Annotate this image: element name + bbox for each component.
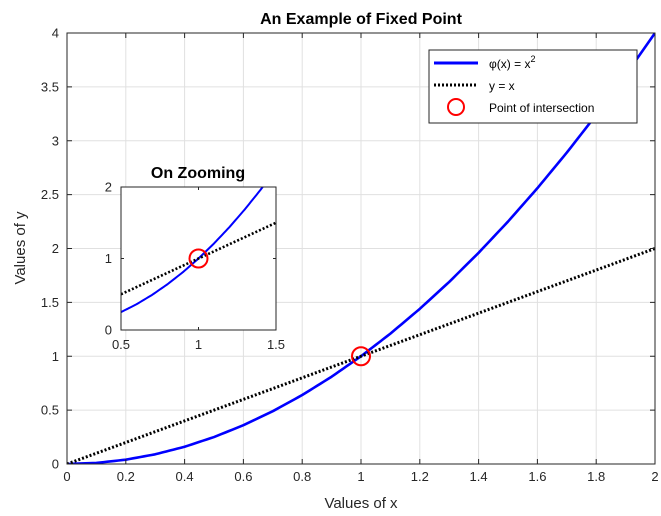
inset-x-tick-label: 0.5 xyxy=(112,337,130,352)
main-x-tick-label: 0.4 xyxy=(176,469,194,484)
inset-x-tick-label: 1 xyxy=(195,337,202,352)
legend-entry-parabola-base: φ(x) = x xyxy=(489,57,530,71)
main-y-tick-label: 0 xyxy=(52,457,59,472)
main-x-tick-label: 0.8 xyxy=(293,469,311,484)
inset-y-tick-label: 0 xyxy=(105,323,112,338)
main-y-tick-label: 2.5 xyxy=(41,187,59,202)
main-y-tick-label: 0.5 xyxy=(41,403,59,418)
inset-x-tick-label: 1.5 xyxy=(267,337,285,352)
main-x-tick-label: 1.8 xyxy=(587,469,605,484)
chart-title: An Example of Fixed Point xyxy=(260,11,462,28)
main-y-tick-label: 1 xyxy=(52,349,59,364)
main-x-tick-label: 1.2 xyxy=(411,469,429,484)
legend-swatch-intersection xyxy=(447,98,465,116)
main-ticks: 0 0.2 0.4 0.6 0.8 1 1.2 1.4 1.6 1.8 200.511.522.53… xyxy=(41,26,659,485)
inset-series xyxy=(121,187,276,314)
legend-entry-parabola-sup: 2 xyxy=(530,54,535,64)
legend-entry-intersection: Point of intersection xyxy=(489,101,594,115)
x-axis-label: Values of x xyxy=(324,495,398,512)
main-y-tick-label: 2 xyxy=(52,241,59,256)
legend-entry-parabola: φ(x) = x2 xyxy=(489,54,535,71)
main-y-tick-label: 3.5 xyxy=(41,79,59,94)
inset-y-tick-label: 2 xyxy=(105,180,112,195)
main-series-identity-line xyxy=(67,247,655,464)
main-intersection-marker xyxy=(351,346,371,367)
main-x-tick-label: 1.4 xyxy=(470,469,488,484)
main-x-tick-label: 0 xyxy=(63,469,70,484)
main-x-tick-label: 0.2 xyxy=(117,469,135,484)
inset-ticks: 0.5 1 1.5 0 1 2 xyxy=(105,180,285,353)
legend-entry-line: y = x xyxy=(489,79,515,93)
main-x-tick-label: 2 xyxy=(651,469,658,484)
main-y-tick-label: 3 xyxy=(52,133,59,148)
main-x-tick-label: 1.6 xyxy=(528,469,546,484)
main-x-tick-label: 1 xyxy=(357,469,364,484)
main-y-tick-label: 4 xyxy=(52,26,59,41)
main-x-tick-label: 0.6 xyxy=(234,469,252,484)
inset-title: On Zooming xyxy=(151,165,245,182)
legend: φ(x) = x2 y = x Point of intersection xyxy=(428,49,638,124)
inset-series-identity-line xyxy=(121,221,276,296)
y-axis-label: Values of y xyxy=(12,211,29,285)
inset-intersection-marker xyxy=(188,248,209,269)
main-series xyxy=(67,33,655,464)
main-y-tick-label: 1.5 xyxy=(41,295,59,310)
inset-y-tick-label: 1 xyxy=(105,251,112,266)
inset-axes: 0.5 1 1.5 0 1 2 On Zooming xyxy=(105,165,285,352)
